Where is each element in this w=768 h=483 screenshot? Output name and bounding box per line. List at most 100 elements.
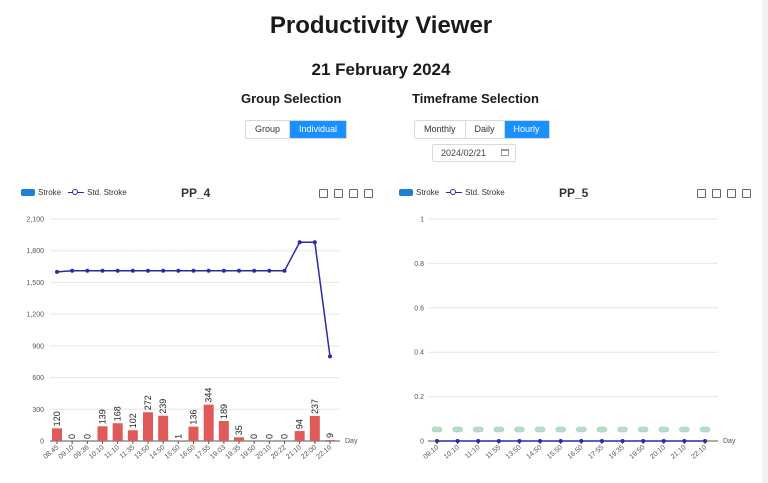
- std-stroke-point: [85, 268, 90, 273]
- x-tick-label: 13:50: [505, 444, 523, 461]
- stroke-bar: [143, 412, 153, 441]
- download-icon[interactable]: [349, 189, 358, 198]
- std-stroke-point: [176, 268, 181, 273]
- std-stroke-point: [146, 268, 150, 273]
- x-tick-label: 22:00: [300, 444, 318, 461]
- bar-value-label: 139: [98, 409, 108, 424]
- individual-option-button[interactable]: Individual: [290, 121, 347, 138]
- y-tick-label: 600: [32, 375, 44, 382]
- x-tick-label: 19:50: [629, 444, 647, 461]
- y-tick-label: 0.6: [414, 305, 424, 312]
- date-picker-input[interactable]: 2024/02/21: [432, 144, 516, 162]
- x-tick-label: 17:55: [194, 444, 212, 461]
- std-stroke-point: [297, 240, 302, 245]
- stroke-bar: [158, 415, 169, 441]
- stroke-legend-swatch[interactable]: [21, 189, 35, 196]
- stroke-bar-marker: [555, 426, 566, 433]
- x-tick-label: 10:10: [88, 444, 106, 461]
- stroke-bar: [309, 415, 320, 441]
- stroke-bar-marker: [637, 426, 649, 433]
- std-stroke-legend-swatch[interactable]: [68, 189, 85, 196]
- std-stroke-point: [558, 439, 563, 443]
- x-axis-label: Day: [345, 438, 358, 445]
- stroke-bar-marker: [514, 426, 525, 433]
- x-tick-label: 16:50: [179, 444, 197, 461]
- pp4-chart-title: PP_4: [181, 186, 211, 200]
- bar-value-label: 120: [52, 411, 62, 426]
- x-tick-label: 11:10: [103, 444, 121, 460]
- x-tick-label: 17:55: [587, 444, 605, 461]
- pp4-legend: Stroke Std. Stroke: [21, 188, 127, 197]
- std-stroke-point: [252, 268, 257, 273]
- y-tick-label: 2,100: [26, 217, 44, 224]
- y-tick-label: 1,800: [26, 248, 44, 255]
- std-stroke-point: [328, 354, 332, 359]
- hourly-option-button[interactable]: Hourly: [504, 121, 549, 138]
- stroke-bar-marker: [576, 426, 587, 433]
- bar-value-label: 237: [310, 399, 320, 414]
- std-stroke-point: [476, 439, 481, 443]
- download-icon[interactable]: [727, 189, 736, 198]
- bar-value-label: 35: [234, 425, 244, 435]
- y-tick-label: 0.4: [414, 350, 424, 357]
- stroke-bar-marker: [679, 426, 690, 433]
- page-scrollbar[interactable]: [762, 0, 768, 483]
- std-stroke-line: [56, 241, 331, 357]
- std-stroke-point: [661, 439, 666, 443]
- zoom-icon[interactable]: [319, 189, 328, 198]
- calendar-icon[interactable]: [501, 149, 509, 156]
- timeframe-selection-title: Timeframe Selection: [412, 91, 539, 106]
- zoom-reset-icon[interactable]: [334, 189, 343, 198]
- std-stroke-legend-label[interactable]: Std. Stroke: [465, 188, 505, 197]
- x-tick-label: 15:50: [546, 444, 564, 461]
- zoom-icon[interactable]: [697, 189, 706, 198]
- y-tick-label: 900: [32, 343, 44, 350]
- bar-value-label: 0: [67, 434, 77, 439]
- bar-value-label: 239: [158, 399, 168, 414]
- x-tick-label: 09:36: [73, 444, 91, 461]
- x-tick-label: 19:50: [240, 444, 258, 461]
- stroke-bar-marker: [452, 426, 463, 433]
- group-selection-title: Group Selection: [241, 91, 342, 106]
- group-selection-toggle: Group Individual: [245, 120, 348, 139]
- group-option-button[interactable]: Group: [246, 121, 291, 138]
- std-stroke-point: [206, 268, 211, 273]
- std-stroke-point: [130, 268, 135, 273]
- daily-option-button[interactable]: Daily: [465, 121, 505, 138]
- bar-value-label: 102: [128, 413, 138, 428]
- x-tick-label: 11:10: [464, 444, 482, 460]
- y-tick-label: 0.2: [414, 394, 424, 401]
- x-tick-label: 20:10: [649, 444, 667, 461]
- page-title: Productivity Viewer: [269, 12, 493, 39]
- data-view-icon[interactable]: [742, 189, 751, 198]
- std-stroke-point: [100, 268, 105, 273]
- stroke-legend-label[interactable]: Stroke: [38, 188, 62, 197]
- stroke-bar-marker: [617, 426, 628, 433]
- std-stroke-point: [517, 439, 522, 443]
- y-tick-label: 0: [40, 439, 44, 446]
- bar-value-label: 344: [204, 388, 214, 403]
- std-stroke-point: [620, 439, 625, 443]
- stroke-bar: [188, 426, 199, 441]
- std-stroke-legend-swatch[interactable]: [446, 189, 463, 196]
- x-tick-label: 21:10: [285, 444, 303, 461]
- std-stroke-point: [579, 439, 584, 443]
- stroke-legend-label[interactable]: Stroke: [416, 188, 440, 197]
- std-stroke-point: [161, 268, 166, 273]
- stroke-bar: [234, 437, 244, 441]
- y-tick-label: 300: [32, 407, 44, 414]
- data-view-icon[interactable]: [364, 189, 373, 198]
- std-stroke-point: [191, 268, 196, 273]
- x-tick-label: 16:50: [567, 444, 585, 461]
- std-stroke-legend-label[interactable]: Std. Stroke: [87, 188, 127, 197]
- zoom-reset-icon[interactable]: [712, 189, 721, 198]
- monthly-option-button[interactable]: Monthly: [415, 121, 466, 138]
- stroke-legend-swatch[interactable]: [399, 189, 413, 196]
- x-tick-label: 22:10: [315, 444, 333, 461]
- stroke-bar: [127, 430, 138, 441]
- std-stroke-point: [237, 268, 241, 273]
- x-tick-label: 22:10: [690, 444, 708, 461]
- stroke-bar: [112, 423, 123, 441]
- std-stroke-point: [703, 439, 707, 443]
- y-tick-label: 0: [420, 439, 424, 446]
